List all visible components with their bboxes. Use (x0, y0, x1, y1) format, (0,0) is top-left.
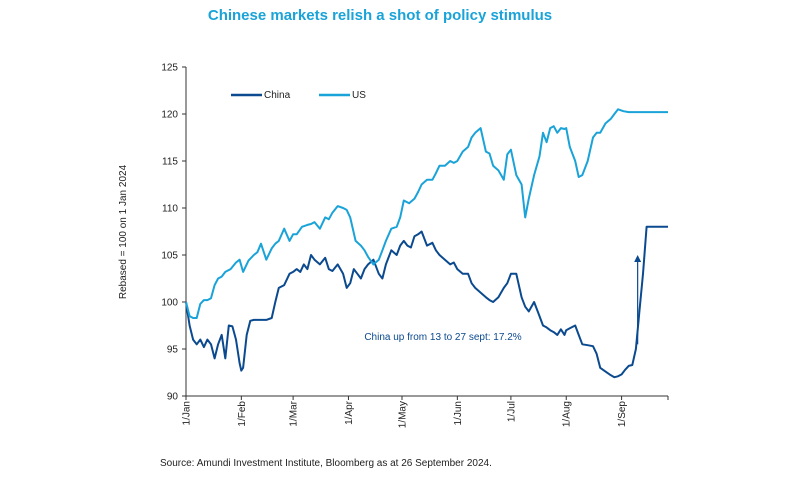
x-tick-label-1/Sep: 1/Sep (617, 401, 628, 428)
y-tick-label-110: 110 (162, 204, 178, 215)
x-tick-label-1/Aug: 1/Aug (562, 401, 573, 427)
x-tick-label-1/Mar: 1/Mar (289, 400, 300, 426)
y-axis-label: Rebased = 100 on 1 Jan 2024 (118, 164, 129, 299)
x-tick-label-1/Apr: 1/Apr (344, 400, 355, 425)
y-tick-label-105: 105 (161, 251, 178, 262)
x-axis: 1/Jan 1/Feb 1/Mar 1/Apr 1/May 1/Jun 1/Jul 1/Aug… (182, 395, 669, 428)
y-tick-label-115: 115 (162, 157, 178, 168)
y-tick-label-90: 90 (167, 392, 179, 403)
annotation-text: China up from 13 to 27 sept: 17.2% (364, 332, 521, 343)
chart-title: Chinese markets relish a shot of policy … (208, 7, 552, 24)
series-group (185, 108, 668, 379)
x-tick-label-1/Jun: 1/Jun (453, 401, 464, 425)
legend-china-label: China (264, 90, 291, 101)
annotation-arrowhead (634, 255, 642, 262)
x-tick-label-1/Jul: 1/Jul (506, 401, 517, 422)
x-tick-label-1/May: 1/May (398, 401, 409, 428)
y-axis: 90 95 100 105 110 115 120 125 (161, 63, 187, 403)
legend: China US (231, 90, 366, 101)
x-tick-label-1/Feb: 1/Feb (237, 401, 248, 427)
legend-us-label: US (352, 90, 366, 101)
series-line-china (185, 225, 668, 379)
y-tick-label-95: 95 (167, 345, 179, 356)
source-note: Source: Amundi Investment Institute, Blo… (160, 458, 492, 469)
x-tick-label-1/Jan: 1/Jan (182, 401, 193, 425)
y-tick-label-125: 125 (161, 63, 178, 74)
y-tick-label-120: 120 (161, 110, 178, 121)
series-line-us (185, 108, 668, 319)
y-tick-label-100: 100 (161, 298, 178, 309)
